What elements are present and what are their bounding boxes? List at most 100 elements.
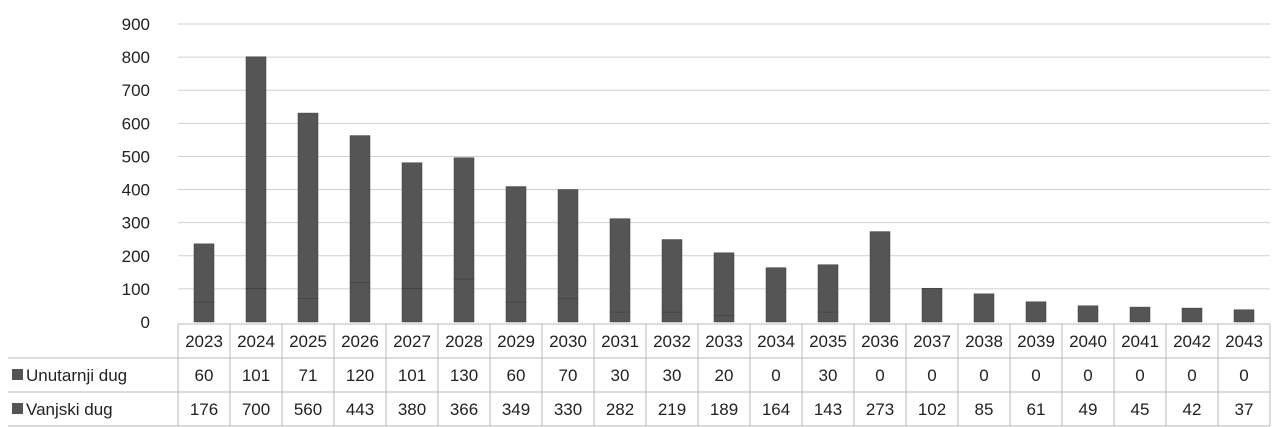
value-cell: 60 — [507, 366, 526, 385]
y-tick-label: 500 — [122, 147, 150, 166]
y-tick-label: 200 — [122, 247, 150, 266]
value-cell: 0 — [875, 366, 884, 385]
value-cell: 273 — [866, 400, 894, 419]
bar-unutarnji-2026 — [349, 282, 371, 323]
value-cell: 101 — [398, 366, 426, 385]
value-cell: 0 — [1239, 366, 1248, 385]
y-tick-label: 800 — [122, 48, 150, 67]
y-tick-label: 0 — [141, 313, 150, 332]
series-name: Vanjski dug — [26, 400, 113, 419]
value-cell: 349 — [502, 400, 530, 419]
year-label-2040: 2040 — [1069, 332, 1107, 351]
year-label-2027: 2027 — [393, 332, 431, 351]
value-cell: 120 — [346, 366, 374, 385]
bar-unutarnji-2033 — [713, 315, 735, 323]
year-label-2041: 2041 — [1121, 332, 1159, 351]
year-label-2043: 2043 — [1225, 332, 1263, 351]
value-cell: 71 — [299, 366, 318, 385]
value-cell: 61 — [1027, 400, 1046, 419]
data-table: 2023 2024 2025 2026 2027 2028 2029 2030 2031 2032… — [8, 323, 1271, 427]
year-label-2025: 2025 — [289, 332, 327, 351]
value-cell: 0 — [771, 366, 780, 385]
year-label-2031: 2031 — [601, 332, 639, 351]
bar-unutarnji-2025 — [297, 298, 319, 323]
y-axis: 0 100 200 300 400 500 600 700 800 900 — [122, 15, 150, 332]
bar-vanjski-2028 — [453, 157, 475, 280]
value-cell: 102 — [918, 400, 946, 419]
series-name: Unutarnji dug — [26, 366, 127, 385]
bar-unutarnji-2029 — [505, 301, 527, 323]
bar-vanjski-2025 — [297, 112, 319, 299]
value-cell: 0 — [1031, 366, 1040, 385]
value-cell: 282 — [606, 400, 634, 419]
value-cell: 330 — [554, 400, 582, 419]
bars — [193, 56, 1255, 323]
year-label-2035: 2035 — [809, 332, 847, 351]
value-cell: 0 — [1083, 366, 1092, 385]
value-cell: 219 — [658, 400, 686, 419]
legend-key-0 — [12, 369, 23, 380]
value-cell: 42 — [1183, 400, 1202, 419]
value-cell: 60 — [195, 366, 214, 385]
bar-vanjski-2036 — [869, 231, 891, 323]
value-cell: 164 — [762, 400, 790, 419]
bar-vanjski-2033 — [713, 252, 735, 316]
bar-vanjski-2027 — [401, 162, 423, 289]
value-cell: 0 — [927, 366, 936, 385]
y-tick-label: 300 — [122, 214, 150, 233]
year-label-2042: 2042 — [1173, 332, 1211, 351]
bar-unutarnji-2035 — [817, 311, 839, 323]
value-cell: 20 — [715, 366, 734, 385]
bar-vanjski-2032 — [661, 239, 683, 313]
value-cell: 30 — [663, 366, 682, 385]
year-label-2030: 2030 — [549, 332, 587, 351]
value-cell: 101 — [242, 366, 270, 385]
bar-vanjski-2040 — [1077, 305, 1099, 323]
bar-unutarnji-2023 — [193, 301, 215, 323]
bar-vanjski-2026 — [349, 135, 371, 283]
y-tick-label: 700 — [122, 81, 150, 100]
value-cell: 380 — [398, 400, 426, 419]
year-label-2026: 2026 — [341, 332, 379, 351]
year-label-2033: 2033 — [705, 332, 743, 351]
bar-unutarnji-2030 — [557, 298, 579, 323]
bar-vanjski-2035 — [817, 264, 839, 313]
value-cell: 45 — [1131, 400, 1150, 419]
value-cell: 0 — [1135, 366, 1144, 385]
value-cell: 176 — [190, 400, 218, 419]
y-tick-label: 600 — [122, 114, 150, 133]
value-cell: 443 — [346, 400, 374, 419]
bar-unutarnji-2027 — [401, 288, 423, 323]
year-label-2023: 2023 — [185, 332, 223, 351]
y-tick-label: 400 — [122, 181, 150, 200]
value-cell: 85 — [975, 400, 994, 419]
bar-vanjski-2039 — [1025, 301, 1047, 323]
value-cell: 700 — [242, 400, 270, 419]
value-cell: 30 — [611, 366, 630, 385]
bar-vanjski-2024 — [245, 56, 267, 289]
year-label-2024: 2024 — [237, 332, 275, 351]
bar-vanjski-2043 — [1233, 309, 1255, 323]
year-label-2037: 2037 — [913, 332, 951, 351]
bar-unutarnji-2024 — [245, 288, 267, 323]
bar-vanjski-2030 — [557, 189, 579, 300]
bar-unutarnji-2028 — [453, 278, 475, 323]
year-label-2028: 2028 — [445, 332, 483, 351]
bar-vanjski-2041 — [1129, 306, 1151, 323]
value-cell: 30 — [819, 366, 838, 385]
value-cell: 366 — [450, 400, 478, 419]
value-cell: 189 — [710, 400, 738, 419]
value-cell: 49 — [1079, 400, 1098, 419]
year-label-2039: 2039 — [1017, 332, 1055, 351]
value-cell: 130 — [450, 366, 478, 385]
bar-vanjski-2034 — [765, 267, 787, 323]
legend-key-1 — [12, 403, 23, 414]
year-label-2034: 2034 — [757, 332, 795, 351]
value-cell: 560 — [294, 400, 322, 419]
year-label-2038: 2038 — [965, 332, 1003, 351]
y-tick-label: 100 — [122, 280, 150, 299]
value-cell: 143 — [814, 400, 842, 419]
bar-vanjski-2037 — [921, 287, 943, 323]
bar-unutarnji-2031 — [609, 311, 631, 323]
